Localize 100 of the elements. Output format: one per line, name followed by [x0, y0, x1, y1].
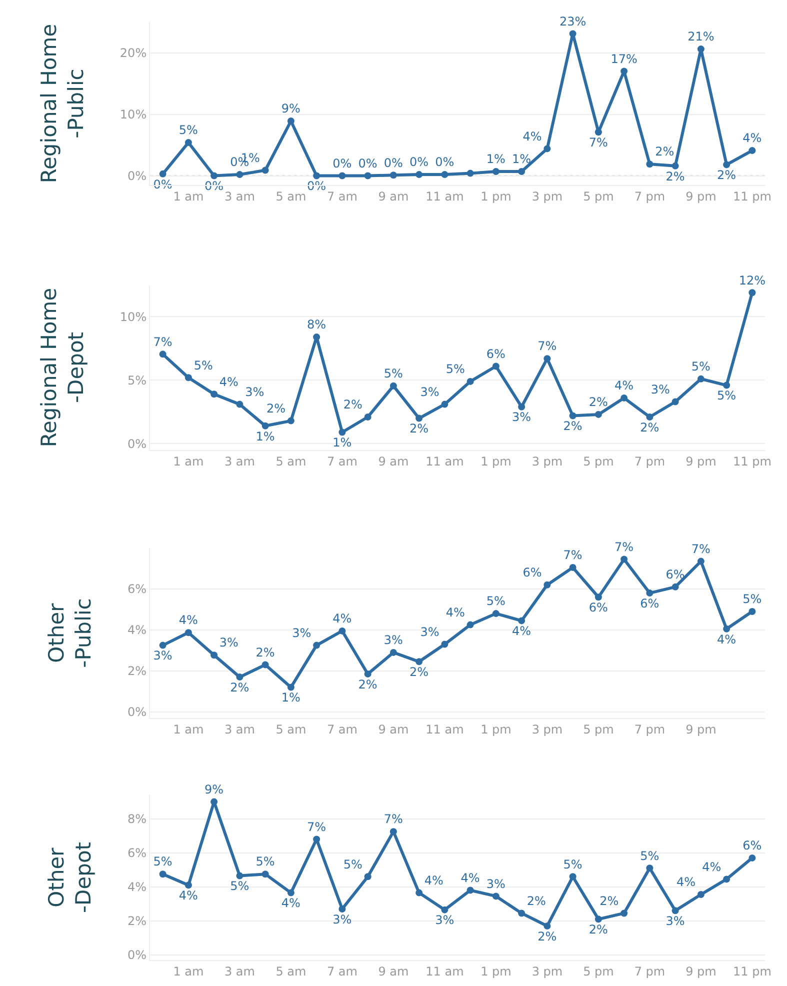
point: [287, 684, 294, 691]
point: [390, 648, 397, 656]
data-label: 3%: [219, 636, 238, 650]
data-label: 9%: [281, 102, 300, 116]
point: [159, 170, 166, 178]
point: [159, 642, 166, 649]
point: [184, 629, 192, 636]
data-label: 1%: [256, 429, 275, 444]
point: [313, 172, 320, 180]
data-label: 0%: [435, 155, 454, 170]
point: [210, 172, 218, 180]
point: [313, 334, 320, 341]
data-label: 2%: [343, 398, 362, 412]
point: [313, 836, 320, 843]
data-label: 3%: [435, 913, 454, 928]
y-tick-label: 8%: [128, 812, 147, 826]
data-label: 4%: [178, 613, 198, 628]
y-tick-label: 0%: [128, 168, 147, 183]
point: [544, 355, 551, 362]
x-tick-label: 5 pm: [583, 189, 614, 204]
x-tick-label: 9 pm: [686, 454, 716, 468]
x-tick-label: 9 pm: [686, 189, 716, 204]
data-label: 7%: [691, 542, 710, 556]
data-label: 2%: [600, 894, 619, 908]
x-tick-label: 7 am: [326, 964, 358, 978]
point: [723, 161, 730, 168]
data-label: 7%: [538, 339, 557, 354]
x-tick-label: 5 am: [276, 964, 306, 978]
point: [544, 145, 551, 152]
data-label: 3%: [245, 384, 264, 399]
data-label: 2%: [410, 665, 429, 680]
data-label: 9%: [204, 782, 224, 796]
data-label: 5%: [717, 388, 736, 403]
point: [159, 870, 166, 878]
x-tick-label: 9 pm: [686, 722, 716, 736]
y-tick-label: 20%: [120, 46, 147, 60]
point: [466, 621, 474, 628]
point: [672, 907, 679, 914]
point: [441, 640, 448, 648]
x-tick-label: 1 pm: [480, 189, 512, 204]
x-tick-label: 7 am: [326, 189, 358, 204]
data-label: 5%: [343, 857, 362, 872]
x-tick-label: 3 am: [224, 722, 255, 736]
x-tick-label: 1 am: [173, 189, 204, 204]
x-tick-label: 11 am: [426, 189, 464, 204]
data-label: 2%: [410, 422, 429, 436]
data-label: 1%: [332, 436, 352, 450]
data-label: 6%: [666, 568, 685, 582]
data-label: 4%: [178, 888, 198, 903]
data-label: 7%: [384, 812, 403, 826]
point: [492, 362, 500, 370]
point: [466, 378, 474, 385]
data-label: 3%: [650, 382, 670, 396]
x-tick-label: 1 pm: [480, 454, 512, 468]
x-tick-label: 7 am: [326, 454, 358, 468]
point: [646, 590, 654, 597]
point: [364, 172, 372, 180]
point: [287, 417, 294, 424]
point: [544, 922, 551, 930]
x-tick-label: 7 pm: [634, 454, 666, 468]
point: [184, 139, 192, 146]
point: [620, 68, 628, 75]
x-tick-label: 3 pm: [532, 964, 563, 978]
x-tick-label: 5 am: [276, 722, 306, 736]
y-tick-label: 0%: [128, 705, 147, 720]
point: [594, 128, 602, 136]
data-label: 5%: [256, 854, 275, 869]
point: [210, 798, 218, 806]
x-tick-label: 3 pm: [532, 189, 563, 204]
y-axis-title: Other -Depot: [44, 842, 96, 914]
point: [364, 414, 372, 420]
data-label: 5%: [691, 360, 710, 374]
y-axis-title: Other -Public: [44, 598, 96, 668]
data-label: 6%: [486, 346, 506, 361]
point: [748, 854, 756, 862]
point: [390, 382, 397, 390]
data-label: 7%: [614, 540, 634, 554]
point: [313, 642, 320, 649]
point: [620, 556, 628, 563]
x-tick-label: 3 pm: [532, 722, 563, 736]
data-label: 2%: [588, 395, 608, 410]
y-axis-title: Regional Home -Depot: [36, 288, 88, 448]
point: [672, 398, 679, 406]
point: [492, 168, 500, 175]
x-tick-label: 7 pm: [634, 189, 666, 204]
data-label: 7%: [588, 135, 608, 150]
y-tick-label: 6%: [128, 846, 147, 860]
data-label: 2%: [563, 419, 582, 434]
data-label: 21%: [688, 30, 714, 44]
point: [748, 147, 756, 154]
point: [338, 428, 346, 436]
x-tick-label: 3 am: [224, 189, 255, 204]
point: [338, 905, 346, 912]
y-tick-label: 2%: [128, 914, 147, 928]
point: [723, 625, 730, 632]
data-label: 12%: [738, 273, 766, 288]
point: [620, 910, 628, 917]
data-label: 0%: [332, 156, 352, 170]
point: [518, 910, 526, 917]
x-tick-label: 11 am: [426, 964, 464, 978]
